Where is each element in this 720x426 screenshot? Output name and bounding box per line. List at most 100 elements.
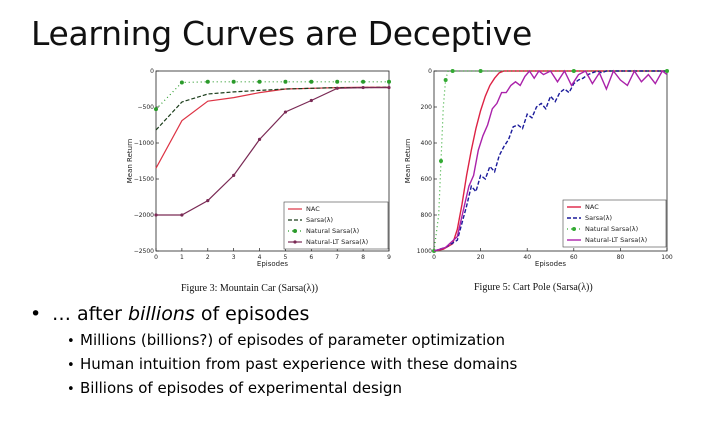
x-tick-label: 7 <box>335 254 339 261</box>
cart-pole-chart: 0 20 40 60 80 10002004006008001000EpisodesMea… <box>404 68 673 268</box>
series-line <box>433 70 667 252</box>
data-point <box>309 98 313 103</box>
slide-title: Learning Curves are Deceptive <box>31 14 532 53</box>
legend-box <box>283 201 389 250</box>
legend-marker <box>293 240 297 244</box>
data-point <box>387 85 391 90</box>
data-point <box>438 159 443 163</box>
bullet-main-italic: billions <box>128 303 195 325</box>
plot-frame <box>155 70 390 252</box>
data-point <box>232 173 236 177</box>
legend-box <box>562 199 667 248</box>
x-tick-label: 0 <box>154 254 158 261</box>
data-point <box>180 213 184 217</box>
y-tick-label: 600 <box>421 176 433 183</box>
series-line <box>155 81 389 110</box>
series-line <box>433 69 668 252</box>
x-axis-label: Episodes <box>535 260 566 268</box>
legend-label: Natural-LT Sarsa(λ) <box>585 236 647 244</box>
x-tick-label: 1 <box>180 254 184 261</box>
x-tick-label: 2 <box>206 254 210 261</box>
bullet-dot-icon: • <box>67 334 75 349</box>
sub-bullet: • Millions (billions?) of episodes of pa… <box>67 331 517 349</box>
data-point <box>335 86 339 90</box>
data-point <box>205 79 210 84</box>
y-tick-label: 0 <box>428 68 432 75</box>
x-tick-label: 4 <box>258 254 262 261</box>
data-point <box>206 199 210 203</box>
series-line <box>156 87 389 216</box>
x-tick-label: 20 <box>477 254 485 261</box>
y-tick-label: 1000 <box>417 248 432 255</box>
y-axis-label: Mean Return <box>126 139 134 184</box>
y-tick-label: 400 <box>421 140 433 147</box>
y-tick-label: −500 <box>138 104 155 111</box>
bullet-dot-icon: • <box>67 382 75 397</box>
series-line <box>155 86 390 131</box>
mountain-car-caption: Figure 3: Mountain Car (Sarsa(λ)) <box>181 283 319 294</box>
legend-label: NAC <box>306 205 320 213</box>
series-line <box>433 70 667 252</box>
data-point <box>283 110 288 114</box>
y-tick-label: 0 <box>150 68 154 75</box>
data-point <box>571 69 576 73</box>
bullet-dot-icon: • <box>67 358 75 373</box>
y-tick-label: −1000 <box>134 140 154 147</box>
data-point <box>443 78 448 82</box>
data-point <box>257 79 262 84</box>
data-point <box>450 69 455 73</box>
data-point <box>283 79 288 84</box>
y-tick-label: 800 <box>421 212 433 219</box>
bullet-main-text: … after billions of episodes <box>52 303 309 325</box>
data-point <box>335 79 340 84</box>
cart-pole-caption: Figure 5: Cart Pole (Sarsa(λ)) <box>474 282 593 293</box>
legend-label: Natural Sarsa(λ) <box>306 227 359 235</box>
bullet-main-prefix: … after <box>52 303 129 325</box>
mountain-car-chart: 0 1 2 3 4 5 6 7 8 9 0 −500 −1000 −1500 −2000 −2500 Episo… <box>126 68 391 268</box>
sub-bullet: • Human intuition from past experience w… <box>67 355 517 373</box>
legend-label: Natural Sarsa(λ) <box>585 225 638 233</box>
x-tick-label: 40 <box>523 254 531 261</box>
data-point <box>179 80 184 85</box>
y-tick-label: 200 <box>421 104 433 111</box>
legend-label: Sarsa(λ) <box>585 214 612 222</box>
x-tick-label: 0 <box>432 254 436 261</box>
x-tick-label: 60 <box>570 254 578 261</box>
legend-marker <box>572 227 576 231</box>
y-axis-label: Mean Return <box>404 139 412 184</box>
data-point <box>231 79 236 84</box>
x-tick-label: 100 <box>661 254 673 261</box>
data-point <box>154 213 158 217</box>
x-tick-label: 3 <box>232 254 236 261</box>
bullet-list: • … after billions of episodes • Million… <box>30 303 517 397</box>
legend-label: NAC <box>585 203 599 211</box>
bullet-main: • … after billions of episodes <box>30 303 517 325</box>
y-tick-label: −2500 <box>134 248 154 255</box>
legend-label: Natural-LT Sarsa(λ) <box>306 238 368 246</box>
data-point <box>665 69 669 73</box>
x-tick-label: 80 <box>617 254 625 261</box>
legend-label: Sarsa(λ) <box>306 216 333 224</box>
bullet-dot-icon: • <box>30 303 42 325</box>
data-point <box>361 85 365 90</box>
series-line <box>155 86 389 169</box>
x-axis-label: Episodes <box>257 260 288 268</box>
x-tick-label: 6 <box>309 254 313 261</box>
x-tick-label: 5 <box>284 254 288 261</box>
data-point <box>478 69 483 73</box>
data-point <box>387 79 391 84</box>
data-point <box>257 137 262 141</box>
bullet-main-suffix: of episodes <box>194 303 310 325</box>
x-tick-label: 9 <box>387 254 391 261</box>
y-tick-label: −2000 <box>134 212 154 219</box>
sub-bullet-text: Millions (billions?) of episodes of para… <box>80 331 505 349</box>
sub-bullet-text: Human intuition from past experience wit… <box>80 355 518 373</box>
data-point <box>309 79 314 84</box>
y-tick-label: −1500 <box>134 176 154 183</box>
sub-bullet: • Billions of episodes of experimental d… <box>67 379 517 397</box>
data-point <box>361 79 366 84</box>
legend-marker <box>293 229 297 233</box>
data-point <box>154 107 158 112</box>
sub-bullet-text: Billions of episodes of experimental des… <box>80 379 402 397</box>
x-tick-label: 8 <box>361 254 365 261</box>
